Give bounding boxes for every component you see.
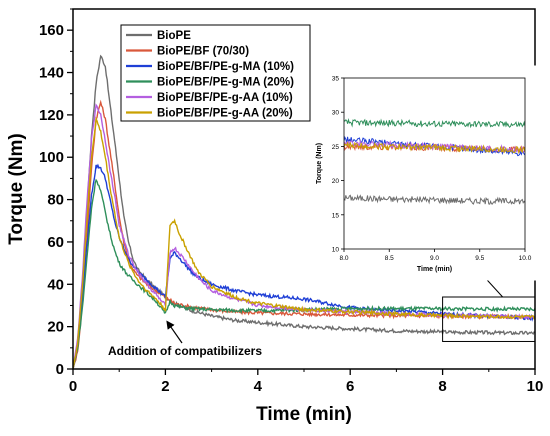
inset-x-tick-label: 9.5	[475, 255, 484, 262]
annotation-arrow	[166, 320, 183, 344]
y-tick-label: 120	[39, 107, 64, 124]
inset-series-line-4	[344, 117, 525, 129]
inset-x-axis-title: Time (min)	[417, 266, 452, 273]
inset-y-tick-label: 20	[332, 178, 340, 185]
legend-label: BioPE/BF/PE-g-MA (20%)	[157, 77, 294, 89]
y-tick-label: 140	[39, 65, 64, 82]
x-tick-label: 0	[69, 378, 77, 395]
inset-axes: 8.0 8.5 9.0 9.5 10.0 10 15 20 25 30 35 Time (min) To…	[316, 76, 532, 274]
inset-y-tick-label: 35	[332, 76, 340, 83]
inset-y-tick-label: 30	[332, 110, 340, 117]
inset-x-tick-label: 9.0	[430, 255, 439, 262]
x-tick-label: 4	[254, 378, 263, 395]
x-tick-label: 10	[527, 378, 544, 395]
y-axis-title: Torque (Nm)	[6, 133, 27, 245]
inset-x-tick-label: 10.0	[519, 255, 532, 262]
x-tick-label: 2	[161, 378, 169, 395]
legend-label: BioPE/BF/PE-g-AA (20%)	[157, 108, 293, 120]
inset-plot: 8.0 8.5 9.0 9.5 10.0 10 15 20 25 30 35 Time (min) To…	[315, 65, 539, 281]
y-tick-label: 160	[39, 22, 64, 39]
inset-y-axis-title: Torque (Nm)	[316, 143, 323, 184]
legend-label: BioPE/BF (70/30)	[157, 46, 249, 58]
legend-label: BioPE	[157, 30, 191, 42]
legend-label: BioPE/BF/PE-g-MA (10%)	[157, 61, 294, 73]
x-axis-title: Time (min)	[256, 404, 352, 425]
legend: BioPE BioPE/BF (70/30) BioPE/BF/PE-g-MA (1…	[120, 24, 311, 122]
legend-label: BioPE/BF/PE-g-AA (10%)	[157, 92, 293, 104]
series-line-6	[73, 116, 535, 369]
annotation-text: Addition of compatibilizers	[108, 344, 262, 358]
series-line-1	[73, 54, 535, 369]
x-tick-label: 6	[346, 378, 354, 395]
y-tick-label: 80	[47, 192, 64, 209]
y-tick-label: 100	[39, 149, 64, 166]
y-tick-label: 20	[47, 319, 64, 336]
inset-y-tick-label: 25	[332, 144, 340, 151]
legend-frame	[120, 24, 311, 122]
inset-series-group	[344, 117, 525, 205]
main-series-group	[73, 54, 535, 369]
x-tick-label: 8	[438, 378, 446, 395]
y-tick-label: 60	[47, 234, 64, 251]
inset-series-line-1	[344, 193, 525, 205]
inset-background	[315, 65, 539, 281]
y-tick-label: 40	[47, 276, 64, 293]
inset-y-tick-label: 15	[332, 212, 340, 219]
inset-x-tick-label: 8.0	[339, 255, 348, 262]
zoom-region-box	[442, 296, 536, 342]
y-tick-label: 0	[56, 361, 64, 378]
inset-y-tick-label: 10	[332, 247, 340, 254]
inset-x-tick-label: 8.5	[385, 255, 394, 262]
inset-series-line-6	[344, 141, 525, 155]
